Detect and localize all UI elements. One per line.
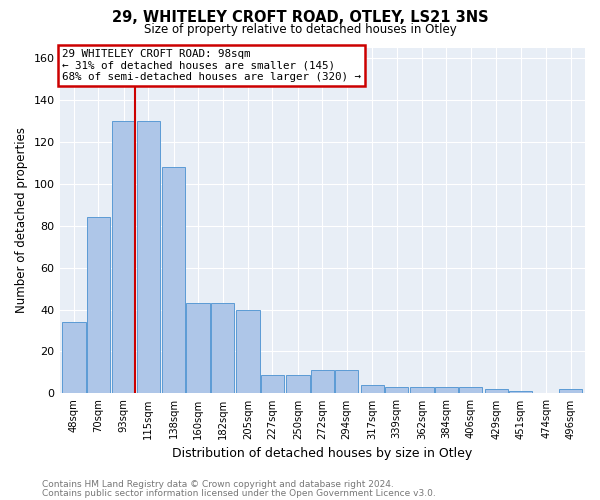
Bar (485, 389, 508, 394)
Text: Contains HM Land Registry data © Crown copyright and database right 2024.: Contains HM Land Registry data © Crown c… (42, 480, 394, 489)
Bar (87, 218, 110, 394)
Y-axis label: Number of detached properties: Number of detached properties (15, 128, 28, 314)
Bar (361, 385, 384, 394)
Bar (286, 374, 310, 394)
Bar (311, 370, 334, 394)
Bar (137, 121, 160, 394)
Text: 29, WHITELEY CROFT ROAD, OTLEY, LS21 3NS: 29, WHITELEY CROFT ROAD, OTLEY, LS21 3NS (112, 10, 488, 25)
Bar (261, 374, 284, 394)
Bar (162, 167, 185, 394)
Text: Contains public sector information licensed under the Open Government Licence v3: Contains public sector information licen… (42, 488, 436, 498)
Bar (385, 387, 408, 394)
Bar (335, 370, 358, 394)
Bar (187, 304, 210, 394)
Text: 29 WHITELEY CROFT ROAD: 98sqm
← 31% of detached houses are smaller (145)
68% of : 29 WHITELEY CROFT ROAD: 98sqm ← 31% of d… (62, 49, 361, 82)
X-axis label: Distribution of detached houses by size in Otley: Distribution of detached houses by size … (172, 447, 472, 460)
Bar (559, 389, 582, 394)
Bar (459, 387, 482, 394)
Bar (62, 322, 86, 394)
Bar (509, 392, 532, 394)
Text: Size of property relative to detached houses in Otley: Size of property relative to detached ho… (143, 22, 457, 36)
Bar (435, 387, 458, 394)
Bar (112, 121, 136, 394)
Bar (236, 310, 260, 394)
Bar (410, 387, 434, 394)
Bar (211, 304, 234, 394)
